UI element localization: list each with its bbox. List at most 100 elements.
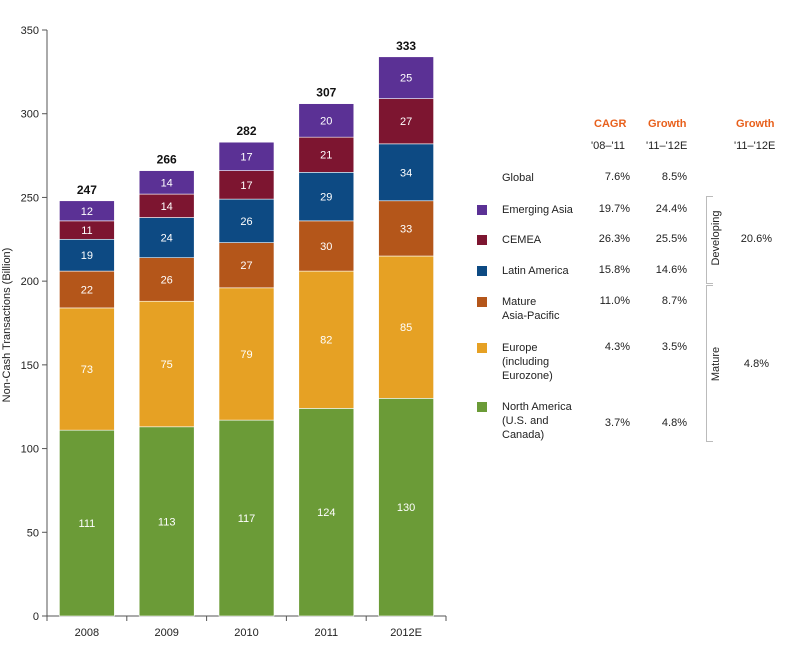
bar-segment <box>298 220 355 272</box>
bar-segment <box>298 136 355 173</box>
legend-cagr: 15.8% <box>598 264 630 276</box>
bar-value-label: 27 <box>240 260 252 272</box>
bar-value-label: 29 <box>320 192 332 204</box>
bar-segment <box>218 242 275 289</box>
legend-growth: 8.7% <box>661 295 687 307</box>
developing-label: Developing <box>710 210 722 266</box>
group-growth-header: Growth <box>736 118 775 130</box>
y-tick-label: 150 <box>21 360 39 372</box>
bar-segment <box>138 300 195 428</box>
bar-value-label: 73 <box>81 364 93 376</box>
bar-value-label: 33 <box>400 223 412 235</box>
legend-growth: 4.8% <box>661 417 687 429</box>
x-tick-label: 2012E <box>390 627 422 639</box>
group-growth-period: '11–'12E <box>734 140 776 152</box>
bar-value-label: 113 <box>158 516 176 528</box>
bar-value-label: 26 <box>161 274 173 286</box>
legend-swatch <box>477 266 487 276</box>
legend-swatch <box>477 297 487 307</box>
bar-segment <box>378 56 434 99</box>
bar-value-label: 14 <box>161 177 173 189</box>
legend-label: Europe (including Eurozone) <box>502 342 553 382</box>
bar-value-label: 79 <box>240 349 252 361</box>
legend-label: Emerging Asia <box>502 204 573 216</box>
bar-segment <box>59 270 115 309</box>
legend-label: Latin America <box>502 265 569 277</box>
bar-value-label: 27 <box>400 116 412 128</box>
bar-value-label: 124 <box>317 507 335 519</box>
bar-value-label: 17 <box>240 151 252 163</box>
legend-swatch <box>477 343 487 353</box>
bar-segment <box>218 141 275 171</box>
legend-label: North America (U.S. and Canada) <box>502 401 572 441</box>
bar-segment <box>378 398 434 617</box>
legend-label: CEMEA <box>502 234 542 246</box>
x-tick-label: 2011 <box>314 627 338 639</box>
bar-segment <box>378 200 434 257</box>
bar-segment <box>138 257 195 302</box>
y-tick-label: 0 <box>33 611 39 623</box>
bar-value-label: 20 <box>320 115 332 127</box>
mature-label: Mature <box>710 346 722 382</box>
developing-bracket <box>706 196 713 284</box>
bar-value-label: 22 <box>81 285 93 297</box>
bar-segment <box>298 408 355 617</box>
bar-segment <box>138 170 195 195</box>
bar-segment <box>218 198 275 243</box>
global-label: Global <box>502 172 534 184</box>
y-tick-label: 350 <box>21 25 39 37</box>
legend-swatch <box>477 235 487 245</box>
x-tick-label: 2010 <box>234 627 258 639</box>
legend-growth: 25.5% <box>655 233 687 245</box>
legend-swatch <box>477 205 487 215</box>
bar-total-label: 282 <box>236 124 256 138</box>
global-growth: 8.5% <box>661 171 687 183</box>
cagr-period: '08–'11 <box>591 140 625 152</box>
legend-swatch <box>477 402 487 412</box>
legend-label: Mature Asia-Pacific <box>502 296 560 322</box>
bar-segment <box>218 287 275 421</box>
bar-total-label: 307 <box>316 86 336 100</box>
bar-segment <box>59 238 115 272</box>
bar-total-label: 333 <box>396 39 416 53</box>
bar-value-label: 111 <box>79 518 96 530</box>
y-tick-label: 300 <box>21 109 39 121</box>
bar-value-label: 85 <box>400 322 412 334</box>
developing-growth: 20.6% <box>740 233 772 245</box>
bar-value-label: 17 <box>240 180 252 192</box>
bar-value-label: 19 <box>81 250 93 262</box>
bar-segment <box>378 255 434 399</box>
bar-total-label: 266 <box>157 153 177 167</box>
bar-segment <box>298 270 355 409</box>
bar-segment <box>218 170 275 200</box>
bar-value-label: 34 <box>400 167 412 179</box>
cagr-header: CAGR <box>594 118 627 130</box>
bar-segment <box>59 200 115 222</box>
bar-value-label: 14 <box>161 201 173 213</box>
legend-growth: 24.4% <box>655 203 687 215</box>
bar-value-label: 117 <box>238 513 256 525</box>
bar-segment <box>59 307 115 431</box>
bar-total-label: 247 <box>77 183 97 197</box>
bar-segment <box>378 98 434 145</box>
legend-cagr: 26.3% <box>598 233 630 245</box>
y-axis-title: Non-Cash Transactions (Billion) <box>1 248 13 403</box>
bar-value-label: 25 <box>400 73 412 85</box>
bar-value-label: 130 <box>397 502 415 514</box>
growth-header: Growth <box>648 118 687 130</box>
legend-growth: 14.6% <box>655 264 687 276</box>
legend-cagr: 11.0% <box>599 295 630 307</box>
bar-value-label: 21 <box>320 150 332 162</box>
bar-segment <box>298 103 355 138</box>
bar-value-label: 12 <box>81 206 93 218</box>
mature-growth: 4.8% <box>743 358 769 370</box>
bar-value-label: 11 <box>81 225 92 237</box>
legend-cagr: 3.7% <box>604 417 630 429</box>
legend-cagr: 4.3% <box>604 341 630 353</box>
y-tick-label: 50 <box>27 527 39 539</box>
bar-value-label: 82 <box>320 335 332 347</box>
bar-segment <box>298 172 355 222</box>
bar-segment <box>218 419 275 617</box>
bar-segment <box>59 429 115 617</box>
bar-value-label: 24 <box>161 233 173 245</box>
